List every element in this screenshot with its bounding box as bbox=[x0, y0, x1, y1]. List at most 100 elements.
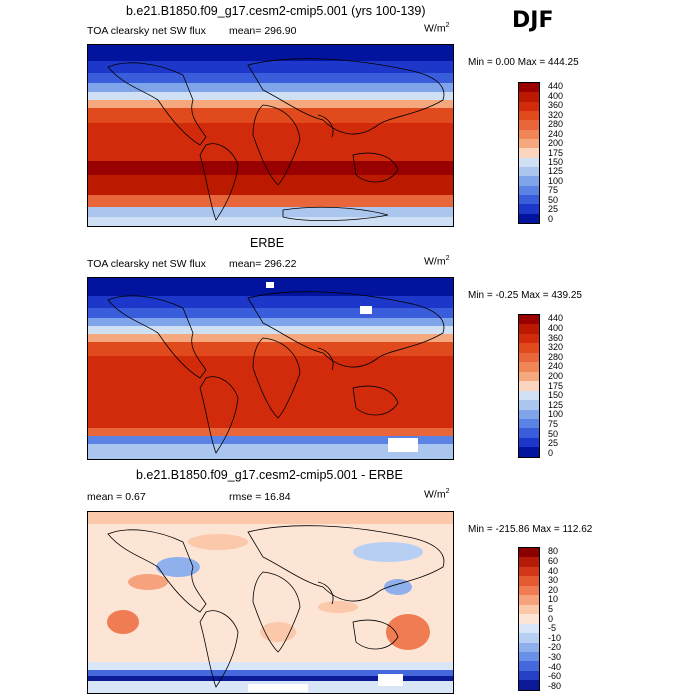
colorbar-segment bbox=[519, 333, 539, 344]
panel-2-map bbox=[87, 277, 454, 460]
panel-3-mean: mean = 0.67 bbox=[87, 491, 146, 503]
colorbar-segment bbox=[519, 576, 539, 586]
colorbar-tick-label: 125 bbox=[548, 399, 564, 410]
panel-2-units: W/m2 bbox=[424, 255, 450, 268]
panel-2-minmax: Min = -0.25 Max = 439.25 bbox=[468, 290, 582, 301]
colorbar-segment bbox=[519, 595, 539, 605]
colorbar-segment bbox=[519, 409, 539, 419]
panel-3-title: b.e21.B1850.f09_g17.cesm2-cmip5.001 - ER… bbox=[136, 468, 403, 482]
colorbar-tick-label: 280 bbox=[548, 119, 564, 130]
colorbar-tick-label: -10 bbox=[548, 632, 562, 643]
colorbar-segment bbox=[519, 566, 539, 577]
panel-1-map-field bbox=[88, 45, 453, 226]
panel-3-map bbox=[87, 511, 454, 694]
colorbar-segment bbox=[519, 204, 539, 214]
colorbar-tick-label: 150 bbox=[548, 156, 564, 167]
colorbar-tick-label: 20 bbox=[548, 584, 559, 595]
panel-3-units: W/m2 bbox=[424, 488, 450, 501]
colorbar-tick-label: 320 bbox=[548, 342, 564, 353]
panel-2-mean: mean= 296.22 bbox=[229, 258, 297, 270]
colorbar-segment bbox=[519, 157, 539, 167]
panel-1-mean: mean= 296.90 bbox=[229, 25, 297, 37]
colorbar-segment bbox=[519, 623, 539, 634]
panel-3-map-field bbox=[88, 512, 453, 693]
panel-1-map bbox=[87, 44, 454, 227]
colorbar-tick-label: 100 bbox=[548, 409, 564, 420]
colorbar-tick-label: 175 bbox=[548, 380, 564, 391]
panel-3-colorbar bbox=[518, 547, 540, 691]
colorbar-tick-label: 75 bbox=[548, 418, 559, 429]
colorbar-tick-label: 5 bbox=[548, 603, 554, 614]
colorbar-segment bbox=[519, 418, 539, 429]
colorbar-segment bbox=[519, 614, 539, 624]
colorbar-tick-label: 400 bbox=[548, 322, 564, 333]
colorbar-segment bbox=[519, 557, 539, 567]
panel-2-field-label: TOA clearsky net SW flux bbox=[87, 258, 206, 270]
panel-1-title: b.e21.B1850.f09_g17.cesm2-cmip5.001 (yrs… bbox=[126, 4, 426, 18]
colorbar-segment bbox=[519, 166, 539, 177]
colorbar-tick-label: 360 bbox=[548, 332, 564, 343]
colorbar-segment bbox=[519, 447, 539, 457]
panel-1-minmax: Min = 0.00 Max = 444.25 bbox=[468, 57, 579, 68]
colorbar-segment bbox=[519, 437, 539, 448]
colorbar-segment bbox=[519, 176, 539, 186]
colorbar-tick-label: 80 bbox=[548, 546, 559, 557]
colorbar-tick-label: 440 bbox=[548, 81, 564, 92]
colorbar-segment bbox=[519, 343, 539, 353]
colorbar-segment bbox=[519, 324, 539, 334]
colorbar-tick-label: 40 bbox=[548, 565, 559, 576]
colorbar-tick-label: -30 bbox=[548, 651, 562, 662]
colorbar-segment bbox=[519, 642, 539, 652]
colorbar-tick-label: 175 bbox=[548, 147, 564, 158]
colorbar-tick-label: 0 bbox=[548, 447, 554, 458]
colorbar-tick-label: 400 bbox=[548, 90, 564, 101]
colorbar-segment bbox=[519, 371, 539, 382]
colorbar-tick-label: 360 bbox=[548, 100, 564, 111]
colorbar-tick-label: 125 bbox=[548, 166, 564, 177]
colorbar-tick-label: 240 bbox=[548, 128, 564, 139]
colorbar-tick-label: -5 bbox=[548, 623, 557, 634]
colorbar-segment bbox=[519, 185, 539, 195]
colorbar-segment bbox=[519, 194, 539, 205]
colorbar-segment bbox=[519, 362, 539, 372]
colorbar-segment bbox=[519, 129, 539, 139]
colorbar-segment bbox=[519, 315, 539, 325]
colorbar-segment bbox=[519, 548, 539, 558]
colorbar-tick-label: 50 bbox=[548, 194, 559, 205]
panel-3-minmax: Min = -215.86 Max = 112.62 bbox=[468, 524, 593, 535]
colorbar-tick-label: 75 bbox=[548, 185, 559, 196]
panel-1-units: W/m2 bbox=[424, 22, 450, 35]
colorbar-segment bbox=[519, 101, 539, 111]
colorbar-tick-label: 30 bbox=[548, 575, 559, 586]
colorbar-segment bbox=[519, 120, 539, 130]
colorbar-segment bbox=[519, 352, 539, 363]
panel-3-rmse: rmse = 16.84 bbox=[229, 491, 291, 503]
panel-2-title: ERBE bbox=[250, 236, 285, 250]
colorbar-tick-label: -60 bbox=[548, 671, 562, 682]
colorbar-segment bbox=[519, 83, 539, 93]
panel-1-field-label: TOA clearsky net SW flux bbox=[87, 25, 206, 37]
colorbar-tick-label: -20 bbox=[548, 642, 562, 653]
colorbar-tick-label: 50 bbox=[548, 428, 559, 439]
panel-1-colorbar bbox=[518, 82, 540, 224]
colorbar-segment bbox=[519, 680, 539, 690]
panel-2-colorbar bbox=[518, 314, 540, 458]
panel-2-map-field bbox=[88, 278, 453, 459]
colorbar-tick-label: -80 bbox=[548, 680, 562, 691]
colorbar-segment bbox=[519, 213, 539, 223]
colorbar-tick-label: 60 bbox=[548, 555, 559, 566]
colorbar-segment bbox=[519, 651, 539, 662]
colorbar-tick-label: 200 bbox=[548, 138, 564, 149]
colorbar-segment bbox=[519, 148, 539, 158]
colorbar-tick-label: 320 bbox=[548, 109, 564, 120]
colorbar-segment bbox=[519, 661, 539, 671]
colorbar-tick-label: 0 bbox=[548, 613, 554, 624]
colorbar-tick-label: 280 bbox=[548, 351, 564, 362]
colorbar-tick-label: 440 bbox=[548, 313, 564, 324]
colorbar-tick-label: 25 bbox=[548, 438, 559, 449]
colorbar-segment bbox=[519, 400, 539, 410]
colorbar-tick-label: 0 bbox=[548, 213, 554, 224]
colorbar-segment bbox=[519, 670, 539, 681]
colorbar-segment bbox=[519, 138, 539, 149]
colorbar-segment bbox=[519, 110, 539, 121]
